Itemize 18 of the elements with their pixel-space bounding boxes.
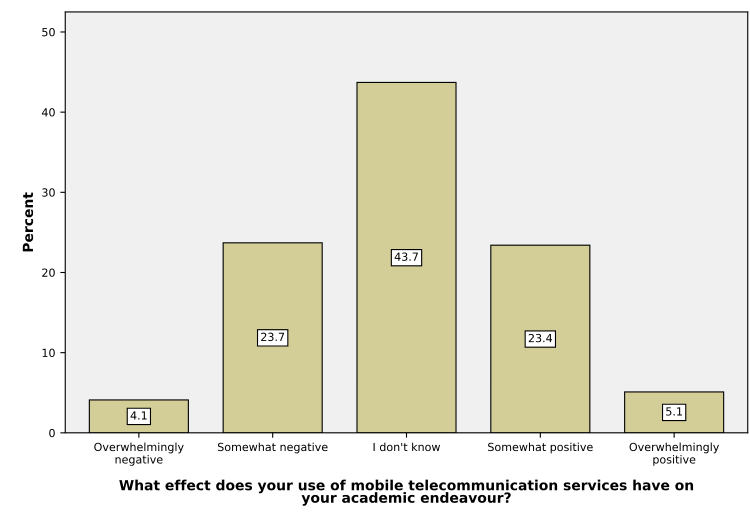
data-label: 5.1 bbox=[666, 407, 682, 416]
x-axis-title: What effect does your use of mobile telecommunication services have on your academic endeavour? bbox=[119, 480, 694, 506]
y-axis-title: Percent bbox=[22, 192, 34, 252]
y-tick-label: 20 bbox=[42, 268, 55, 277]
data-label: 23.7 bbox=[261, 332, 284, 342]
x-tick-label: Somewhat positive bbox=[488, 442, 593, 454]
data-label: 23.4 bbox=[528, 334, 552, 342]
y-tick-label: 50 bbox=[42, 28, 55, 36]
y-tick-label: 10 bbox=[42, 348, 55, 358]
data-label: 4.1 bbox=[130, 411, 147, 420]
data-label: 43.7 bbox=[394, 252, 418, 261]
x-tick-label: Overwhelmingly negative bbox=[94, 442, 184, 466]
x-tick-label: I don't know bbox=[374, 442, 440, 452]
y-tick-label: 30 bbox=[42, 188, 55, 197]
x-tick-label: Somewhat negative bbox=[218, 442, 328, 454]
y-tick-label: 40 bbox=[42, 108, 55, 117]
x-tick-label: Overwhelmingly positive bbox=[630, 442, 720, 466]
y-tick-label: 0 bbox=[49, 428, 55, 438]
